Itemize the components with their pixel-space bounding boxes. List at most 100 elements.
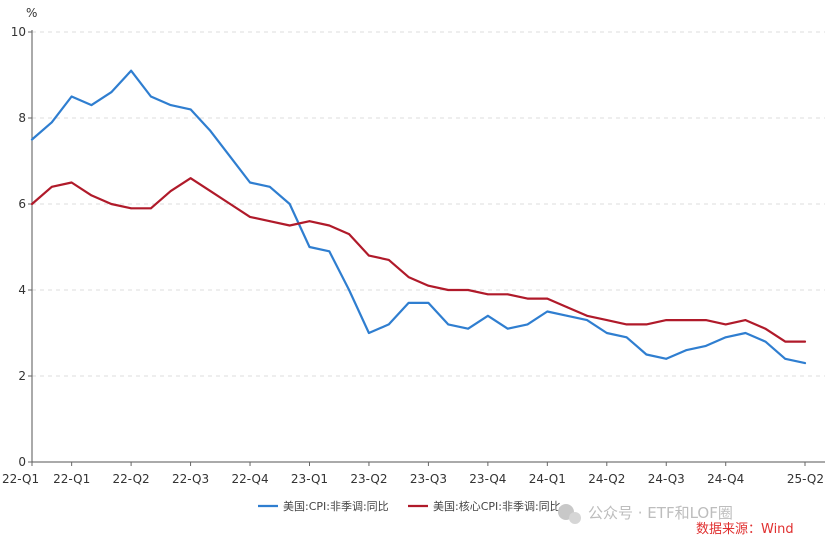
data-point-s0 — [130, 69, 133, 72]
series-line-0 — [30, 69, 807, 365]
data-point-s1 — [487, 293, 489, 296]
data-point-s0 — [50, 121, 53, 124]
legend-label-0: 美国:CPI:非季调:同比 — [283, 500, 389, 513]
data-point-s0 — [764, 340, 767, 343]
legend: 美国:CPI:非季调:同比 美国:核心CPI:非季调:同比 — [258, 499, 561, 513]
y-tick-label: 10 — [11, 25, 26, 39]
data-point-s1 — [288, 224, 291, 227]
x-tick-label: 23-Q2 — [350, 472, 387, 486]
legend-label-1: 美国:核心CPI:非季调:同比 — [433, 499, 561, 513]
x-tick-label: 23-Q4 — [469, 472, 506, 486]
data-point-s1 — [368, 254, 370, 257]
data-point-s0 — [368, 332, 370, 334]
data-point-s1 — [229, 203, 232, 205]
data-point-s0 — [467, 327, 469, 330]
y-axis-unit-label: % — [26, 6, 37, 20]
data-point-s1 — [150, 207, 152, 210]
x-tick-label: 22-Q1 — [53, 472, 90, 486]
data-point-s0 — [665, 357, 668, 360]
brand-watermark-text: 公众号 · ETF和LOF圈 — [588, 504, 733, 522]
data-point-s0 — [110, 91, 113, 94]
y-axis-ticks: 0 2 4 6 8 10 — [11, 25, 32, 469]
data-point-s0 — [150, 95, 152, 98]
data-point-s0 — [526, 323, 529, 326]
data-point-s0 — [387, 323, 390, 326]
data-point-s1 — [387, 259, 390, 261]
y-tick-label: 2 — [18, 369, 26, 383]
data-point-s0 — [308, 246, 311, 248]
x-tick-label: 22-Q2 — [113, 472, 150, 486]
data-point-s1 — [506, 293, 509, 296]
data-source-text: 数据来源：Wind — [696, 522, 794, 537]
data-point-s1 — [90, 194, 93, 197]
y-tick-label: 6 — [18, 197, 26, 211]
data-point-s1 — [764, 327, 767, 330]
data-point-s1 — [724, 323, 727, 326]
data-point-s1 — [50, 185, 53, 188]
data-point-s0 — [625, 336, 628, 339]
data-point-s0 — [249, 181, 251, 184]
series-line-1 — [30, 177, 807, 343]
data-point-s0 — [487, 314, 489, 317]
data-point-s0 — [209, 130, 212, 132]
data-point-s0 — [546, 310, 549, 313]
data-point-s1 — [110, 203, 113, 205]
x-axis-ticks: 22-Q1 22-Q1 22-Q2 22-Q3 22-Q4 23-Q1 23-Q2 23-Q3… — [2, 462, 824, 486]
data-point-s0 — [328, 250, 331, 253]
data-point-s1 — [467, 289, 469, 291]
data-point-s1 — [209, 190, 212, 193]
data-point-s1 — [328, 224, 331, 227]
data-point-s0 — [506, 327, 509, 330]
data-point-s1 — [705, 319, 707, 321]
data-point-s0 — [189, 108, 192, 111]
x-tick-label: 23-Q1 — [291, 472, 328, 486]
data-point-s1 — [645, 323, 648, 326]
data-point-s1 — [685, 319, 687, 321]
data-point-s0 — [784, 357, 787, 360]
data-point-s0 — [407, 302, 410, 304]
x-tick-label: 24-Q3 — [648, 472, 685, 486]
data-point-s1 — [566, 306, 569, 309]
data-point-s0 — [566, 314, 569, 317]
data-point-s1 — [586, 314, 588, 317]
x-tick-label: 22-Q1 — [2, 472, 39, 486]
x-tick-label: 24-Q2 — [588, 472, 625, 486]
data-point-s1 — [744, 319, 747, 321]
data-point-s0 — [724, 336, 727, 339]
data-point-s0 — [685, 349, 687, 352]
data-point-s1 — [249, 216, 251, 218]
data-point-s1 — [784, 340, 787, 343]
wechat-icon — [558, 504, 581, 524]
data-point-s0 — [288, 203, 291, 205]
data-point-s1 — [407, 276, 410, 278]
x-tick-label: 22-Q3 — [172, 472, 209, 486]
data-point-s1 — [526, 297, 529, 300]
data-point-s0 — [229, 155, 232, 158]
data-point-s1 — [308, 220, 311, 223]
data-point-s1 — [169, 190, 172, 193]
data-point-s1 — [605, 319, 608, 321]
x-tick-label: 24-Q1 — [529, 472, 566, 486]
data-point-s1 — [348, 233, 350, 236]
data-point-s1 — [447, 289, 450, 291]
data-point-s0 — [705, 345, 707, 347]
data-point-s1 — [31, 203, 33, 205]
series-lines — [30, 69, 807, 365]
data-point-s0 — [645, 353, 648, 356]
data-point-s1 — [70, 181, 73, 184]
data-point-s1 — [268, 220, 271, 223]
data-point-s0 — [348, 289, 350, 291]
y-tick-label: 8 — [18, 111, 26, 125]
y-tick-label: 4 — [18, 283, 26, 297]
data-point-s0 — [169, 104, 172, 106]
grid-lines — [32, 31, 825, 377]
data-point-s0 — [427, 302, 430, 304]
x-tick-label: 25-Q2 — [787, 472, 824, 486]
brand-watermark: 公众号 · ETF和LOF圈 — [558, 504, 733, 524]
data-point-s0 — [90, 104, 93, 106]
x-tick-label: 22-Q4 — [231, 472, 268, 486]
data-point-s1 — [546, 297, 549, 300]
data-point-s1 — [130, 207, 133, 210]
x-tick-label: 24-Q4 — [707, 472, 744, 486]
